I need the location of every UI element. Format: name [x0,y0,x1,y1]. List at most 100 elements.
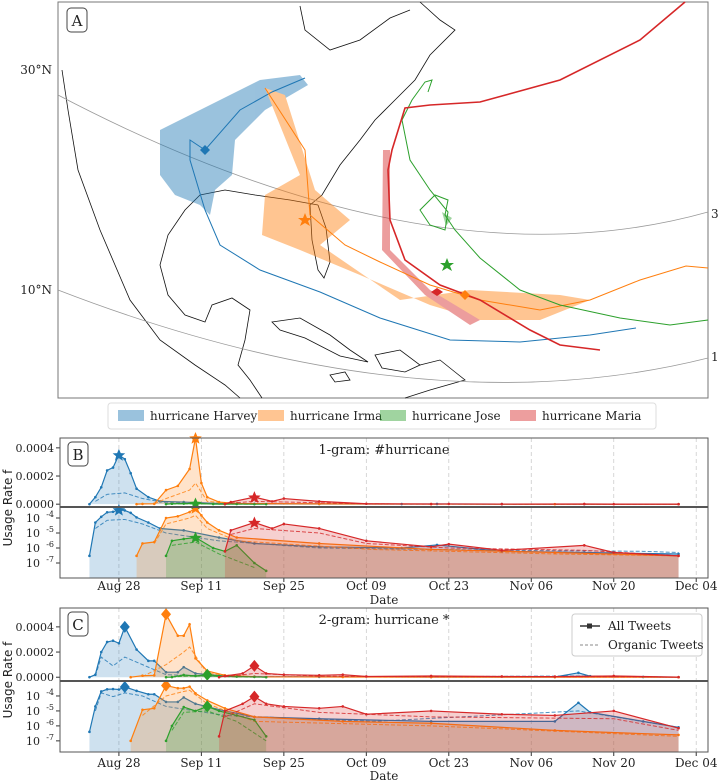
organic-line-linear [171,675,267,678]
data-point [94,495,97,499]
data-point [235,714,239,717]
data-point [176,634,180,637]
data-point [235,675,239,678]
data-point [612,709,616,713]
y-tick-exponent: -7 [46,733,54,742]
data-point [152,692,156,696]
legend-label: All Tweets [607,619,671,633]
data-point [217,675,221,679]
star-marker-icon [248,516,261,529]
data-point [264,672,268,675]
legend-swatch [118,410,144,421]
data-point [182,529,186,532]
data-point [612,551,616,554]
data-point [88,502,91,506]
star-marker-icon [112,448,126,461]
series-fill-linear [219,665,679,678]
data-point [111,687,115,691]
data-point [677,675,680,679]
y-tick-exponent: -4 [46,688,54,697]
data-point [176,686,180,690]
data-point [94,705,97,708]
x-tick-label: Sep 25 [263,756,305,770]
data-point [152,706,156,710]
diamond-marker-icon [161,679,172,692]
data-point [105,510,109,514]
data-point [117,688,121,691]
data-point [229,500,233,504]
data-point [194,657,197,660]
data-point [253,561,256,565]
track-maria [387,1,686,351]
data-point [182,673,186,677]
data-point [264,735,268,738]
data-point [182,686,186,690]
data-point [223,674,227,678]
y-tick-label: 10 [26,527,40,540]
data-point [217,500,221,504]
x-tick-label: Sep 25 [263,579,305,593]
data-point [105,469,109,472]
data-point [152,659,156,663]
data-point [429,502,433,506]
data-point [176,484,180,488]
y-tick-exponent: -6 [46,540,54,549]
edge-label-2: 1 [711,350,719,364]
legend-label: hurricane Jose [412,409,501,423]
data-point [500,502,504,506]
data-point [241,702,244,706]
data-point [188,510,191,514]
series-fill-linear [89,626,679,678]
data-point [135,516,138,519]
y-tick-label: 10 [26,690,40,703]
data-point [429,720,433,723]
x-tick-label: Oct 09 [346,579,386,593]
data-point [641,720,645,723]
data-point [141,674,144,678]
data-point [94,521,97,524]
data-point [612,502,616,506]
series-fill-log [224,522,679,578]
data-point [253,675,256,679]
panel-a-label: A [71,12,83,30]
map-markers [200,145,470,300]
diamond-marker-icon [249,659,260,672]
data-point [152,540,156,544]
data-point [164,675,168,679]
data-point [123,457,127,461]
panel-badge [67,611,89,637]
data-point [135,487,138,490]
x-tick-label: Oct 23 [429,579,469,593]
track-harvey [189,77,637,343]
y-tick-label: 0.0000 [16,498,55,511]
x-tick-label: Nov 20 [592,756,636,770]
organic-line-log [142,689,679,737]
data-point [135,689,138,693]
data-point [553,551,557,554]
data-point [164,554,168,558]
star-marker-icon [189,531,202,544]
data-point [429,721,433,725]
series-fill-log [89,686,679,752]
data-point [341,673,345,677]
y-tick-label: 10 [26,720,40,733]
data-point [176,514,180,518]
panel-badge [67,441,89,467]
data-point [317,706,321,710]
y-tick-exponent: -5 [46,703,54,712]
chart-panel-b: Aug 28 Sep 11 Sep 25 Oct 09 Oct 23 Nov 06 Nov … [1,432,718,607]
chart-title: 1-gram: #hurricane [318,443,449,458]
x-axis-label: Date [370,769,399,781]
data-point [88,554,91,558]
x-tick-label: Aug 28 [96,756,140,770]
series-fill-linear [136,438,679,505]
diamond-marker-icon [119,680,130,693]
legend-label: hurricane Maria [542,409,641,423]
data-point [264,502,268,506]
data-point [677,502,680,506]
data-point [500,712,504,716]
series-fill-linear [130,614,679,678]
data-point [217,536,221,539]
data-point [188,623,191,626]
data-point [117,641,121,645]
